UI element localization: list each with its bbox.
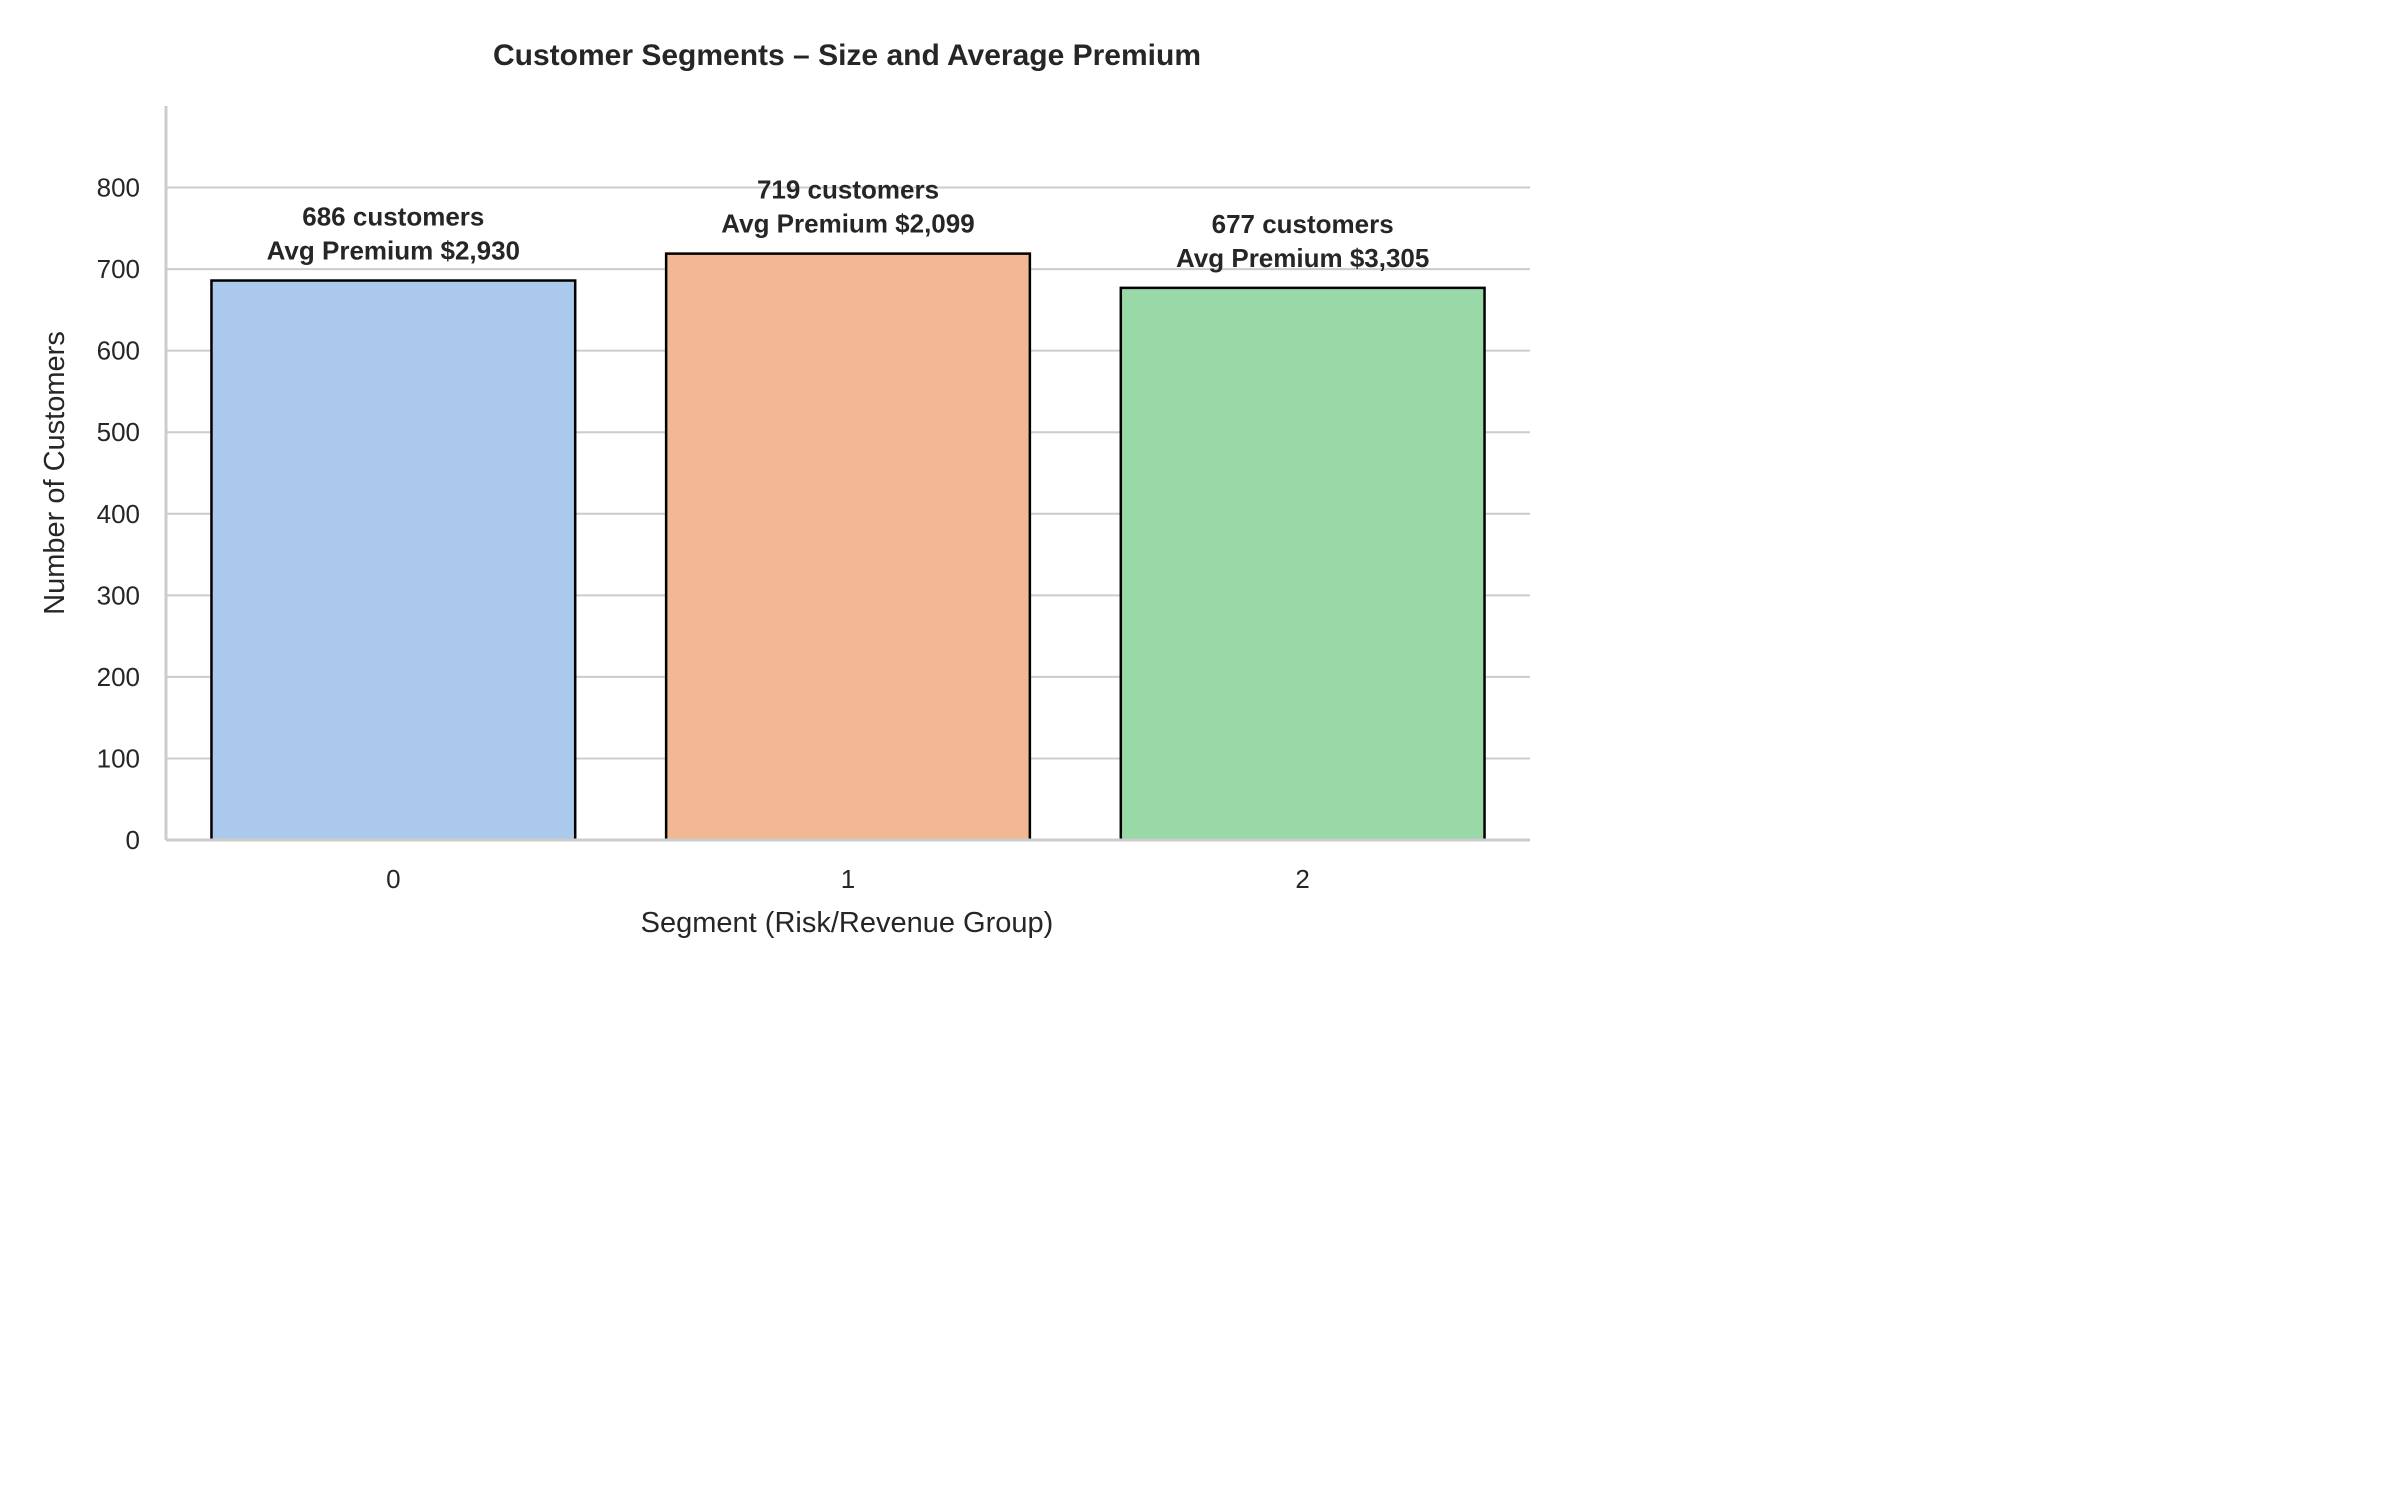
y-tick-label: 500 [97, 417, 140, 447]
x-tick-label: 1 [841, 864, 855, 894]
chart-title: Customer Segments – Size and Average Pre… [493, 39, 1201, 72]
x-tick-label: 0 [386, 864, 400, 894]
data-labels: 686 customers Avg Premium $2,930 719 custo… [267, 175, 1430, 273]
data-label-premium: Avg Premium $3,305 [1176, 243, 1429, 273]
chart-container: 686 customers Avg Premium $2,930 719 custo… [0, 0, 1568, 980]
y-axis-ticks: 0 100 200 300 400 500 600 700 800 [97, 173, 140, 855]
data-label-premium: Avg Premium $2,099 [721, 209, 974, 239]
y-tick-label: 600 [97, 336, 140, 366]
y-tick-label: 400 [97, 499, 140, 529]
data-label-count: 677 customers [1212, 209, 1394, 239]
data-label-count: 719 customers [757, 175, 939, 205]
bar-chart: 686 customers Avg Premium $2,930 719 custo… [39, 39, 1530, 939]
bar-segment-0 [210, 279, 577, 842]
y-tick-label: 300 [97, 580, 140, 610]
data-label-count: 686 customers [302, 202, 484, 232]
y-tick-label: 200 [97, 662, 140, 692]
y-tick-label: 100 [97, 743, 140, 773]
x-tick-label: 2 [1295, 864, 1309, 894]
y-tick-label: 0 [126, 825, 140, 855]
bar-segment-2 [1119, 286, 1486, 842]
y-tick-label: 700 [97, 254, 140, 284]
bar-segment-1 [664, 252, 1032, 842]
y-tick-label: 800 [97, 173, 140, 203]
x-axis-label: Segment (Risk/Revenue Group) [641, 907, 1054, 939]
x-axis-ticks: 0 1 2 [386, 864, 1310, 894]
bars [210, 252, 1486, 842]
axes-spines [164, 106, 1530, 842]
y-axis-label: Number of Customers [39, 331, 71, 615]
data-label-premium: Avg Premium $2,930 [267, 236, 520, 266]
